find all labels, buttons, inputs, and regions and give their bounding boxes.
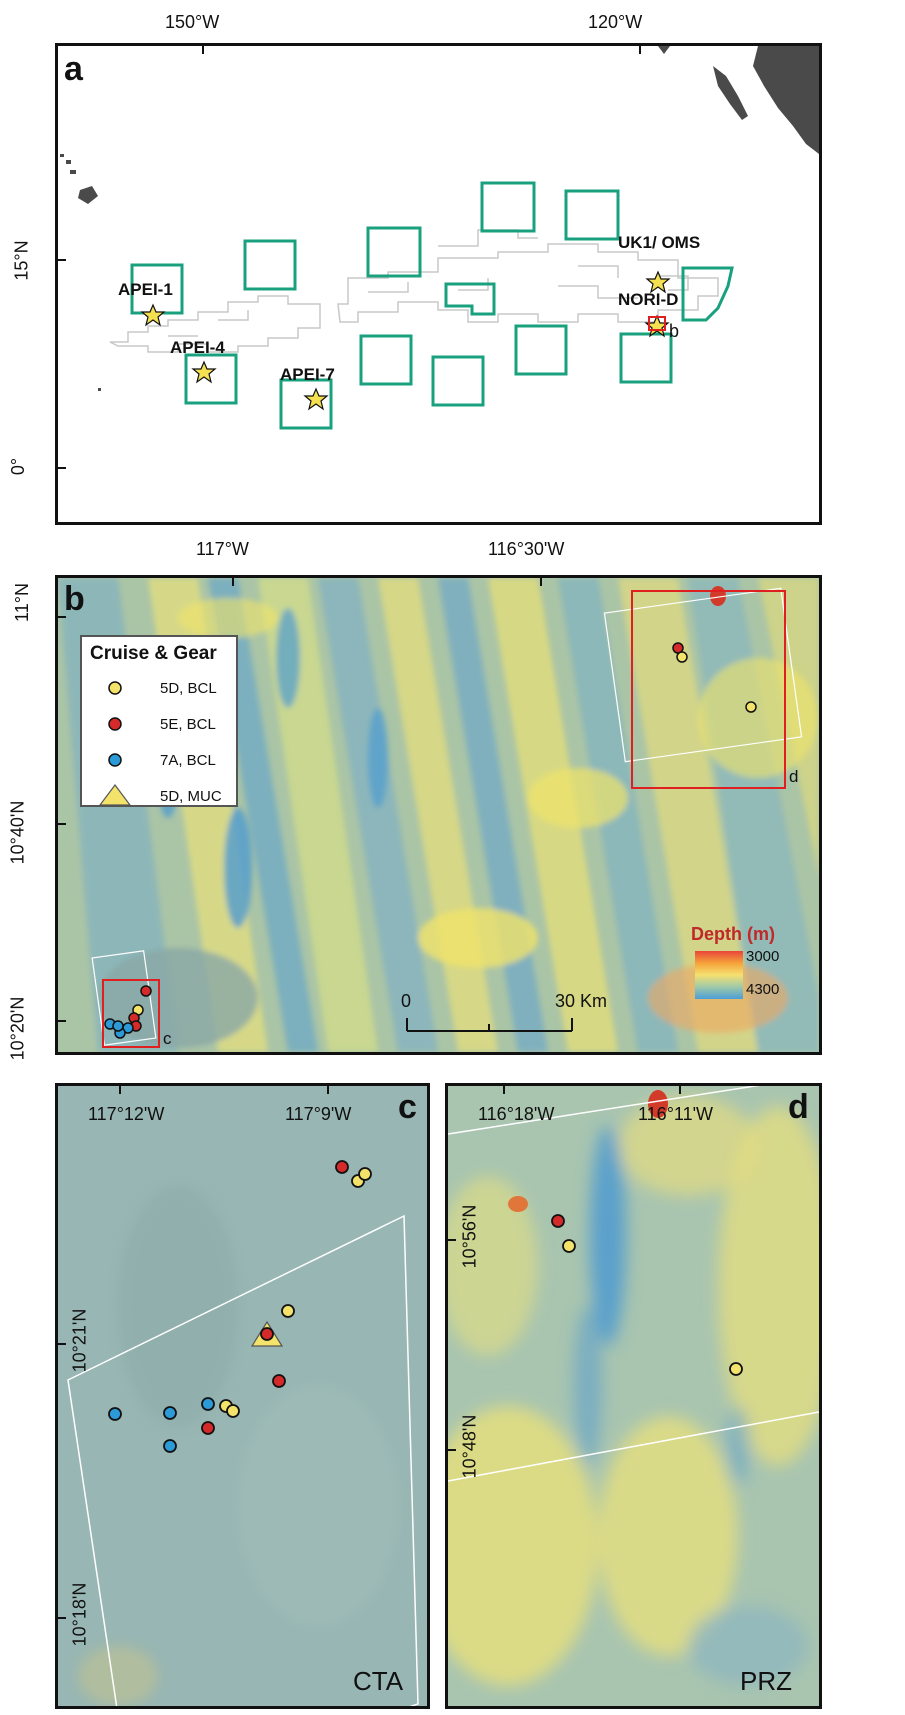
box-label-d: d	[789, 767, 799, 786]
prz-site-outline	[603, 587, 803, 763]
uk1-oms-star-icon[interactable]	[645, 270, 671, 294]
land-mexico	[658, 46, 819, 154]
panel-a-letter: a	[64, 50, 83, 88]
apei-4-star-icon[interactable]	[191, 360, 217, 384]
yellow-circle-icon	[108, 681, 122, 695]
sample-7a-bcl[interactable]	[112, 1020, 124, 1032]
panel-a-svg	[58, 46, 819, 469]
sample-5d-bcl[interactable]	[226, 1404, 240, 1418]
sample-5e-bcl[interactable]	[335, 1160, 349, 1174]
cruise-gear-legend: Cruise & Gear 5D, BCL 5E, BCL 7A, BCL 5D…	[80, 635, 238, 807]
sample-7a-bcl[interactable]	[163, 1406, 177, 1420]
panel-b-letter: b	[64, 580, 85, 618]
sample-5e-bcl[interactable]	[201, 1421, 215, 1435]
b-left-tick-10-40n: 10°40'N	[7, 800, 28, 865]
site-label-cta: CTA	[353, 1666, 404, 1696]
sample-5e-bcl[interactable]	[260, 1327, 274, 1341]
a-top-tick-150w: 150°W	[165, 12, 220, 32]
panel-c-cta-site-map[interactable]: c 117°12'W 117°9'W 10°21'N 10°18'N CTA	[55, 1083, 430, 1709]
c-top-tick-117-9w: 117°9'W	[285, 1104, 352, 1124]
label-nori-d: NORI-D	[618, 290, 679, 309]
depth-legend-min: 3000	[746, 948, 780, 965]
depth-legend-title: Depth (m)	[691, 924, 775, 944]
box-label-c: c	[163, 1029, 172, 1048]
panel-a-overview-map[interactable]: a APEI-1 APEI-4 APEI-7 UK1/ OMS NORI-D b	[55, 43, 822, 525]
c-left-tick-10-18n: 10°18'N	[69, 1582, 90, 1647]
b-left-tick-11n: 11°N	[11, 583, 32, 622]
apei-1-star-icon[interactable]	[140, 303, 166, 327]
yellow-triangle-icon	[98, 784, 132, 806]
panel-c-extent-box[interactable]	[102, 979, 160, 1048]
label-uk1-oms: UK1/ OMS	[618, 233, 701, 252]
sample-7a-bcl[interactable]	[108, 1407, 122, 1421]
prz-boundary-top	[448, 1086, 760, 1135]
blue-circle-icon	[108, 753, 122, 767]
d-top-tick-116-18w: 116°18'W	[478, 1104, 555, 1124]
sample-5e-bcl[interactable]	[272, 1374, 286, 1388]
c-top-tick-117-12w: 117°12'W	[88, 1104, 165, 1124]
red-circle-icon	[108, 717, 122, 731]
apei-7-star-icon[interactable]	[303, 387, 329, 411]
panel-d-svg	[448, 1086, 819, 1706]
legend-item-5e-bcl: 5E, BCL	[82, 709, 236, 745]
sample-5d-bcl[interactable]	[281, 1304, 295, 1318]
sample-5d-bcl[interactable]	[729, 1362, 743, 1376]
apei-boxes	[130, 181, 734, 430]
panel-d-letter: d	[788, 1088, 809, 1126]
cta-boundary	[67, 1214, 419, 1706]
sample-7a-bcl[interactable]	[163, 1439, 177, 1453]
prz-boundary-bottom	[448, 1411, 819, 1482]
sample-5d-bcl[interactable]	[358, 1167, 372, 1181]
b-top-tick-117w: 117°W	[196, 539, 249, 559]
scale-bar-start-label: 0	[401, 991, 412, 1011]
panel-b-extent-box[interactable]	[648, 316, 666, 331]
seamount-small	[508, 1196, 528, 1212]
legend-item-5d-bcl: 5D, BCL	[82, 673, 236, 709]
a-left-tick-15n: 15°N	[11, 240, 32, 281]
depth-color-ramp	[695, 951, 743, 999]
a-top-tick-120w: 120°W	[588, 12, 643, 32]
sample-7a-bcl[interactable]	[201, 1397, 215, 1411]
sample-5e-bcl[interactable]	[140, 985, 152, 997]
legend-item-5d-muc: 5D, MUC	[82, 781, 236, 817]
label-apei-4: APEI-4	[170, 338, 225, 357]
legend-item-7a-bcl: 7A, BCL	[82, 745, 236, 781]
sample-5d-bcl[interactable]	[562, 1239, 576, 1253]
land-hawaii	[60, 154, 101, 391]
sample-5e-bcl[interactable]	[551, 1214, 565, 1228]
d-left-tick-10-56n: 10°56'N	[459, 1204, 480, 1269]
panel-b-regional-bathymetry[interactable]: b Cruise & Gear 5D, BCL 5E, BCL 7A, BCL …	[55, 575, 822, 1055]
a-left-tick-0: 0°	[8, 457, 29, 476]
b-top-tick-116-30w: 116°30'W	[488, 539, 565, 559]
panel-d-extent-box[interactable]	[631, 590, 786, 789]
panel-b-bathymetry-svg	[58, 578, 819, 1052]
d-top-tick-116-11w: 116°11'W	[638, 1104, 714, 1124]
panel-c-svg	[58, 1086, 427, 1706]
panel-c-letter: c	[398, 1088, 417, 1126]
c-left-tick-10-21n: 10°21'N	[69, 1308, 90, 1373]
label-apei-7: APEI-7	[280, 365, 335, 384]
bathymetry-ridges	[58, 578, 819, 1052]
site-label-prz: PRZ	[740, 1666, 792, 1696]
label-apei-1: APEI-1	[118, 280, 173, 299]
d-left-tick-10-48n: 10°48'N	[459, 1414, 480, 1479]
label-b-pointer: b	[669, 321, 680, 341]
seamount-peak	[648, 1090, 668, 1118]
b-left-tick-10-20n: 10°20'N	[7, 996, 28, 1061]
depth-legend-max: 4300	[746, 981, 780, 998]
sample-5d-bcl[interactable]	[745, 701, 757, 713]
sample-5d-bcl[interactable]	[676, 651, 688, 663]
scale-bar	[406, 1018, 573, 1032]
scale-bar-end-label: 30 Km	[555, 991, 608, 1011]
panel-d-prz-site-map[interactable]: d 116°18'W 116°11'W 10°56'N 10°48'N PRZ	[445, 1083, 822, 1709]
legend-title: Cruise & Gear	[90, 643, 217, 664]
